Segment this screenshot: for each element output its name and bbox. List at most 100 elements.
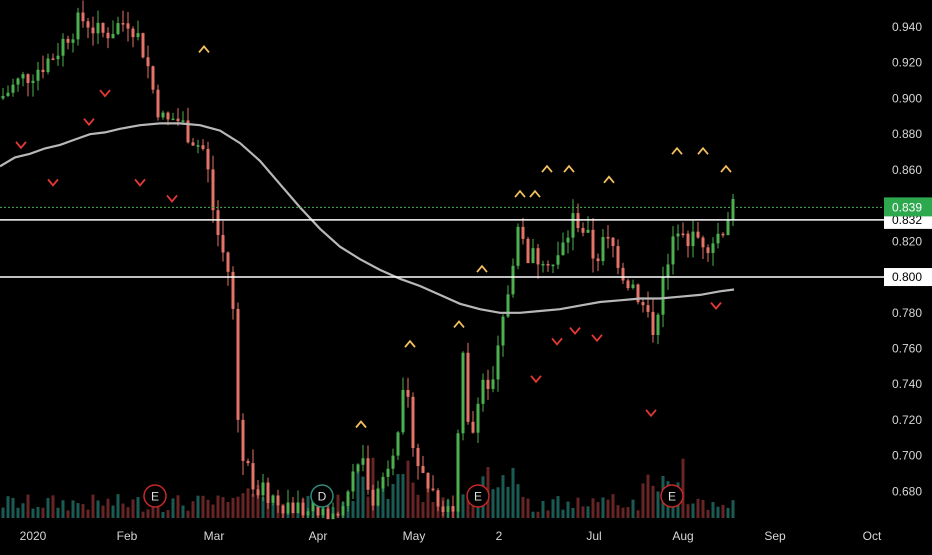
volume-bar	[596, 501, 600, 518]
volume-bar	[186, 510, 190, 518]
candle-body	[366, 458, 370, 490]
candle-body	[216, 210, 220, 236]
volume-bar	[1, 507, 5, 518]
volume-bar	[51, 495, 55, 518]
volume-bar	[521, 496, 525, 518]
candle-body	[471, 421, 475, 433]
candle-body	[726, 220, 730, 236]
candle-body	[11, 84, 15, 93]
candle-body	[676, 233, 680, 237]
candle-body	[256, 489, 260, 496]
volume-bar	[696, 498, 700, 518]
down-pattern-marker	[530, 375, 542, 384]
up-pattern-marker	[671, 146, 683, 155]
volume-bar	[351, 501, 355, 518]
candle-body	[41, 69, 45, 73]
candle-body	[106, 32, 110, 39]
candle-body	[181, 120, 185, 122]
volume-bar	[721, 504, 725, 518]
volume-bar	[576, 497, 580, 518]
candle-body	[396, 432, 400, 456]
candle-body	[171, 118, 175, 121]
candle-body	[436, 490, 440, 507]
volume-bar	[11, 497, 15, 518]
candle-body	[666, 264, 670, 277]
volume-bar	[491, 489, 495, 518]
event-circle[interactable]	[143, 484, 167, 508]
moving-average-curve	[0, 122, 735, 314]
candle-body	[51, 58, 55, 60]
earnings-marker[interactable]: E	[660, 484, 684, 508]
candle-body	[711, 243, 715, 254]
x-tick-label: Feb	[117, 529, 138, 543]
earnings-marker[interactable]: E	[143, 484, 167, 508]
candle-body	[86, 21, 90, 28]
candle-body	[6, 92, 10, 97]
candle-body	[571, 213, 575, 238]
candlesticks	[1, 0, 735, 520]
candle-body	[626, 280, 630, 289]
volume-bar	[221, 497, 225, 518]
volume-bar	[641, 483, 645, 518]
earnings-marker[interactable]: E	[466, 484, 490, 508]
candle-body	[586, 229, 590, 233]
volume-bar	[561, 509, 565, 518]
candle-body	[76, 12, 80, 40]
candle-body	[301, 502, 305, 516]
event-label: E	[474, 490, 482, 504]
down-pattern-marker	[134, 178, 146, 187]
event-circle[interactable]	[310, 484, 334, 508]
event-circle[interactable]	[660, 484, 684, 508]
candle-body	[401, 389, 405, 433]
event-circle[interactable]	[466, 484, 490, 508]
volume-bar	[101, 505, 105, 518]
volume-bar	[241, 493, 245, 518]
volume-bar	[161, 511, 165, 518]
candle-body	[566, 237, 570, 243]
candle-body	[1, 96, 5, 99]
candle-body	[686, 233, 690, 247]
last-price-box	[884, 197, 932, 217]
x-tick-label: Jul	[586, 529, 601, 543]
candle-body	[491, 379, 495, 389]
candle-body	[176, 118, 180, 122]
volume-bar	[291, 509, 295, 518]
x-tick-label: Apr	[309, 529, 328, 543]
candle-body	[431, 488, 435, 491]
dividend-marker[interactable]: D	[310, 484, 334, 508]
candle-body	[96, 22, 100, 34]
x-tick-label: 2	[496, 529, 503, 543]
candle-body	[671, 236, 675, 265]
x-tick-label: Oct	[863, 529, 882, 543]
candle-body	[191, 142, 195, 146]
candle-body	[351, 471, 355, 492]
candle-body	[696, 231, 700, 238]
y-tick-label: 0.920	[892, 56, 922, 70]
price-axis[interactable]: 0.9400.9200.9000.8800.8600.8400.8200.800…	[884, 20, 932, 498]
volume-bar	[366, 496, 370, 518]
time-axis[interactable]: 2020 Feb Mar Apr May 2 Jul Aug Sep Oct	[20, 529, 882, 543]
volume-bar	[606, 499, 610, 518]
candle-body	[446, 506, 450, 513]
candle-body	[376, 488, 380, 506]
volume-bar	[526, 498, 530, 518]
candle-body	[161, 112, 165, 118]
volume-bar	[231, 497, 235, 518]
candle-body	[406, 389, 410, 397]
volume-bar	[106, 498, 110, 518]
candle-body	[156, 89, 160, 118]
moving-average-line	[0, 122, 735, 314]
candle-body	[601, 237, 605, 262]
volume-bar	[516, 484, 520, 518]
candle-body	[281, 505, 285, 514]
level-price-label: 0.800	[892, 270, 922, 284]
volume-bar	[431, 501, 435, 518]
y-tick-label: 0.740	[892, 377, 922, 391]
pattern-markers	[15, 45, 732, 429]
up-pattern-marker	[541, 164, 553, 173]
up-pattern-marker	[514, 189, 526, 198]
candle-body	[286, 502, 290, 514]
